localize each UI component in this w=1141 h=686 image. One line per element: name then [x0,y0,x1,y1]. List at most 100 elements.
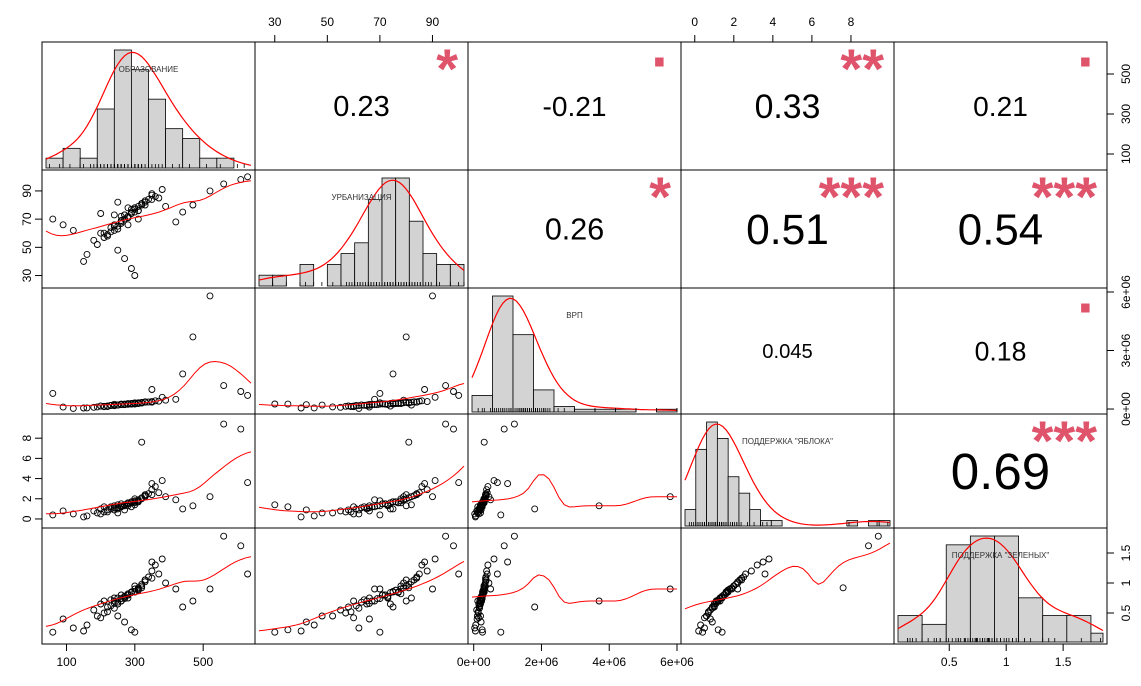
scatter-point [284,626,292,634]
significance-stars: · [1077,274,1097,341]
scatter-point [155,489,163,497]
scatter-point [100,609,108,617]
scatter-point [753,561,761,569]
hist-bar [408,220,424,287]
correlation-value: 0.51 [746,207,829,254]
smooth-curve [258,560,465,632]
scatter-point [736,576,744,584]
scatter-point [716,597,724,605]
significance-stars: * [649,165,671,228]
panel-2-1 [254,287,469,415]
hist-bar [62,147,81,169]
scatter-point [69,510,77,518]
scatter-point [365,507,373,515]
scatter-point [104,506,111,514]
scatter-point [138,438,146,446]
scatter-point [400,399,408,407]
scatter-point [237,542,245,550]
hist-bar [492,295,514,413]
scatter-point [179,505,187,513]
scatter-point [429,585,436,593]
scatter-point [510,420,518,428]
scatter-point [405,399,413,407]
panel-4-0 [41,527,256,645]
scatter-point [337,507,344,515]
x-tick-label: 0 [691,15,698,29]
scatter-point [59,403,67,411]
scatter-point [475,614,483,622]
panel-3-2 [467,413,682,529]
scatter-point [302,506,310,514]
scatter-point [347,608,355,616]
scatter-point [124,590,132,598]
scatter-point [134,207,142,215]
correlation-value: 0.18 [975,336,1027,366]
scatter-point [477,612,484,620]
hist-bar [897,615,923,643]
scatter-point [100,508,108,516]
y-tick-label: 30 [20,269,34,283]
scatter-point [90,403,98,411]
scatter-point [59,221,67,229]
y-tick-label: 3e+06 [1119,333,1133,367]
scatter-point [379,400,386,408]
correlation-value: 0.23 [333,91,389,123]
scatter-point [127,499,135,507]
scatter-point [493,479,501,487]
x-tick-label: 2 [730,15,737,29]
scatter-point [407,501,415,509]
scatter-point [80,257,88,265]
scatter-point [110,604,118,612]
hist-bar [199,157,218,169]
scatter-point [69,624,77,632]
scatter-point [104,231,111,239]
scatter-point [49,628,57,636]
scatter-point [478,594,486,602]
scatter-point [329,612,337,620]
scatter-point [121,506,129,514]
scatter-point [759,558,767,566]
smooth-curve [45,556,252,627]
scatter-point [337,403,344,411]
scatter-point [376,400,384,408]
variable-label: УРБАНИЗАЦИЯ [332,193,392,202]
y-tick-label: 4 [20,475,34,482]
scatter-point [141,578,149,586]
x-tick-label: 6 [809,15,816,29]
y-tick-label: 6 [20,455,34,462]
scatter-point [371,503,379,511]
scatter-point [310,621,318,629]
hist-bar [216,157,235,169]
scatter-point [110,211,118,219]
scatter-point [127,205,135,213]
scatter-point [708,604,716,612]
scatter-point [271,501,279,509]
scatter-point [724,586,732,594]
scatter-point [114,509,122,517]
scatter-point [352,602,360,610]
hist-bar [449,263,465,287]
scatter-point [442,420,450,428]
scatter-point [114,612,122,620]
scatter-point [271,400,279,408]
hist-bar [695,448,707,527]
scatter-point [329,509,337,517]
scatter-point [93,241,101,248]
scatter-point [371,597,379,605]
variable-label: ПОДДЕРЖКА "ЯБЛОКА" [742,437,833,446]
scatter-point [284,400,292,408]
scatter-point [379,591,386,599]
scatter-point [480,586,488,594]
scatter-point [172,218,180,226]
scatter-point [480,584,488,592]
scatter-point [473,612,481,620]
scatter-point [124,214,132,222]
hist-bar [45,157,64,169]
scatter-point [734,578,742,586]
scatter-point [124,221,132,229]
variable-label: ВРП [566,311,583,320]
scatter-point [479,628,486,636]
scatter-point [355,510,363,518]
variable-label: ОБРАЗОВАНИЕ [119,65,179,74]
scatter-point [110,594,118,602]
